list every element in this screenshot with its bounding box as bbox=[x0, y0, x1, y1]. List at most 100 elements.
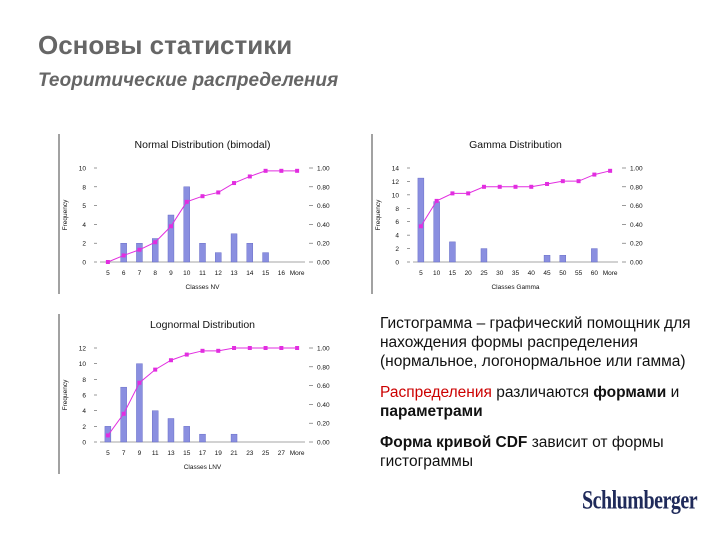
x-tick-label: 7 bbox=[138, 270, 142, 277]
y2-tick-label: 0.40 bbox=[317, 402, 330, 409]
y2-tick-label: 1.00 bbox=[630, 166, 643, 173]
y-tick-label: 12 bbox=[79, 346, 87, 353]
y-tick-label: 4 bbox=[82, 222, 86, 229]
cdf-point bbox=[263, 168, 268, 173]
chart-svg: Gamma Distribution Frequency Classes Gamma… bbox=[371, 134, 643, 294]
cdf-point bbox=[121, 411, 126, 416]
y2-tick-label: 0.60 bbox=[317, 383, 330, 390]
x-axis-label: Classes NV bbox=[186, 284, 221, 291]
x-tick-label: 55 bbox=[575, 270, 583, 277]
y-tick-label: 10 bbox=[79, 166, 87, 173]
cdf-point bbox=[247, 346, 252, 350]
note-mid: различаются bbox=[491, 384, 594, 401]
bar bbox=[215, 252, 222, 263]
cdf-point bbox=[168, 224, 173, 229]
normal-distribution-chart: Normal Distribution (bimodal) Frequency Cl… bbox=[55, 130, 345, 303]
cdf-point bbox=[216, 190, 221, 195]
y-tick-label: 6 bbox=[82, 393, 86, 400]
y2-tick-label: 0.80 bbox=[317, 364, 330, 371]
x-tick-label: 11 bbox=[152, 450, 159, 457]
cdf-point bbox=[247, 174, 252, 179]
x-tick-label: 10 bbox=[183, 270, 191, 277]
y-axis-label: Frequency bbox=[62, 199, 69, 230]
y-tick-label: 10 bbox=[392, 192, 400, 199]
cdf-point bbox=[608, 168, 613, 173]
note-forms: формами bbox=[593, 384, 667, 401]
x-tick-label: 10 bbox=[433, 270, 441, 277]
y-axis-label: Frequency bbox=[62, 379, 69, 410]
x-tick-label: 8 bbox=[153, 270, 157, 277]
cdf-point bbox=[466, 191, 471, 196]
chart-title: Lognormal Distribution bbox=[150, 319, 255, 331]
chart-svg: Lognormal Distribution Frequency Classes L… bbox=[58, 314, 330, 474]
y2-tick-label: 0.00 bbox=[317, 440, 330, 447]
note-and: и bbox=[666, 384, 680, 401]
x-tick-label: 14 bbox=[246, 270, 254, 277]
x-tick-label: 16 bbox=[278, 270, 286, 277]
y2-tick-label: 0.40 bbox=[317, 222, 330, 229]
y2-tick-label: 1.00 bbox=[317, 346, 330, 353]
bar bbox=[433, 201, 440, 263]
bar bbox=[480, 248, 488, 263]
bar bbox=[183, 426, 190, 443]
y-tick-label: 0 bbox=[82, 260, 86, 267]
x-tick-label: 50 bbox=[559, 270, 567, 277]
chart-svg: Normal Distribution (bimodal) Frequency Cl… bbox=[58, 134, 330, 294]
x-tick-label: 13 bbox=[167, 450, 175, 457]
x-tick-label: 23 bbox=[246, 450, 254, 457]
slide-title: Основы статистики bbox=[38, 30, 293, 60]
y-axis-label: Frequency bbox=[375, 199, 382, 230]
bar bbox=[120, 242, 127, 263]
cdf-point bbox=[513, 184, 518, 189]
cdf-point bbox=[295, 346, 300, 350]
cdf-point bbox=[184, 199, 189, 204]
y-tick-label: 5 bbox=[82, 203, 86, 210]
y2-tick-label: 0.40 bbox=[630, 222, 643, 229]
y-tick-label: 8 bbox=[395, 206, 399, 213]
bar bbox=[199, 242, 206, 263]
cdf-point bbox=[279, 168, 284, 173]
cdf-point bbox=[153, 367, 158, 372]
x-tick-label: 7 bbox=[122, 450, 126, 457]
cdf-point bbox=[168, 358, 173, 363]
x-tick-label: More bbox=[603, 270, 618, 277]
cdf-point bbox=[560, 179, 565, 184]
y-tick-label: 0 bbox=[82, 440, 86, 447]
cdf-point bbox=[529, 184, 534, 189]
bar bbox=[543, 255, 551, 263]
y-tick-label: 0 bbox=[395, 260, 399, 267]
cdf-point bbox=[263, 346, 268, 350]
y-tick-label: 12 bbox=[392, 179, 400, 186]
cdf-point bbox=[497, 184, 502, 189]
notes-panel: Гистограмма – графический помощник для н… bbox=[380, 314, 700, 483]
x-tick-label: 5 bbox=[106, 270, 110, 277]
cdf-point bbox=[232, 346, 237, 350]
x-tick-label: 30 bbox=[496, 270, 504, 277]
bar bbox=[167, 214, 175, 263]
y2-tick-label: 0.20 bbox=[317, 421, 330, 428]
cdf-point bbox=[450, 191, 455, 196]
y-tick-label: 4 bbox=[395, 233, 399, 240]
x-tick-label: 20 bbox=[465, 270, 473, 277]
note-distributions-red: Распределения bbox=[380, 384, 492, 401]
x-tick-label: 13 bbox=[230, 270, 238, 277]
bar bbox=[230, 233, 238, 263]
bar bbox=[591, 248, 598, 263]
gamma-distribution-chart: Gamma Distribution Frequency Classes Gamma… bbox=[368, 130, 658, 303]
cdf-point bbox=[279, 346, 284, 350]
bar bbox=[167, 418, 175, 443]
bar bbox=[136, 363, 143, 443]
cdf-point bbox=[105, 260, 110, 264]
x-tick-label: 19 bbox=[215, 450, 223, 457]
bar bbox=[417, 177, 425, 263]
x-axis-label: Classes LNV bbox=[184, 464, 222, 471]
chart-title: Normal Distribution (bimodal) bbox=[135, 139, 271, 151]
bar bbox=[183, 186, 190, 263]
x-tick-label: 17 bbox=[199, 450, 207, 457]
bar bbox=[151, 410, 159, 443]
lognormal-distribution-chart: Lognormal Distribution Frequency Classes L… bbox=[55, 310, 345, 483]
x-tick-label: 27 bbox=[278, 450, 286, 457]
chart-title: Gamma Distribution bbox=[469, 139, 562, 151]
y-tick-label: 6 bbox=[395, 219, 399, 226]
y-tick-label: 2 bbox=[82, 241, 86, 248]
